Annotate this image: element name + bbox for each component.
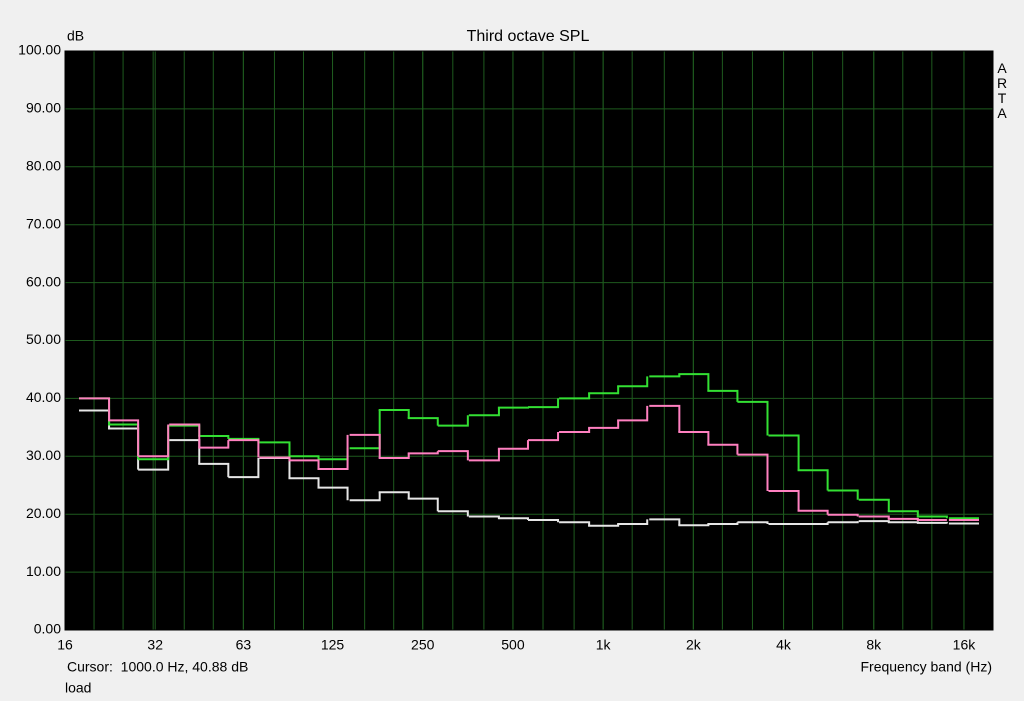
step [138, 424, 170, 458]
step [527, 518, 560, 523]
step [407, 497, 439, 512]
step [916, 515, 948, 519]
step [468, 448, 500, 462]
step [737, 453, 769, 492]
cursor-readout: Cursor: 1000.0 Hz, 40.88 dB [67, 659, 248, 675]
series [79, 373, 979, 520]
step [797, 469, 829, 491]
step [678, 430, 710, 445]
step [797, 522, 829, 526]
step [349, 492, 381, 502]
x-tick-label: 125 [321, 637, 345, 653]
step [737, 400, 769, 436]
trace-label: load [65, 680, 91, 696]
step [707, 389, 739, 402]
step [288, 477, 320, 488]
step [198, 462, 230, 478]
step [678, 373, 710, 391]
step [887, 510, 919, 517]
y-tick-label: 80.00 [26, 158, 61, 174]
series [79, 397, 979, 521]
step [228, 439, 260, 458]
step [588, 420, 620, 429]
x-tick-label: 32 [147, 637, 163, 653]
step [407, 417, 439, 426]
step [79, 397, 111, 421]
step [437, 450, 469, 461]
x-tick-label: 4k [776, 637, 792, 653]
y-tick-label: 100.00 [18, 42, 61, 58]
step [678, 524, 710, 527]
step [737, 521, 769, 525]
step [198, 440, 230, 449]
step [527, 398, 560, 409]
y-tick-label: 40.00 [26, 389, 61, 405]
step [768, 490, 800, 511]
x-tick-label: 8k [866, 637, 882, 653]
step [559, 521, 591, 526]
step [559, 393, 591, 400]
step [378, 453, 410, 460]
step [916, 521, 948, 524]
step [317, 486, 349, 501]
step [768, 434, 800, 471]
step [169, 423, 201, 448]
y-tick-label: 10.00 [26, 563, 61, 579]
step [559, 427, 591, 433]
step [349, 433, 381, 459]
step [707, 522, 739, 526]
step [617, 519, 649, 526]
x-axis-label: Frequency band (Hz) [860, 659, 992, 675]
x-tick-label: 1k [596, 637, 612, 653]
step [228, 458, 260, 479]
x-tick-label: 63 [236, 637, 252, 653]
step [617, 405, 649, 422]
step [108, 419, 140, 457]
step [887, 517, 919, 520]
x-tick-label: 500 [501, 637, 525, 653]
step [588, 386, 620, 395]
step [407, 451, 439, 455]
step [858, 498, 890, 512]
y-tick-label: 70.00 [26, 215, 61, 231]
step [707, 443, 739, 455]
step [617, 376, 649, 388]
step [437, 415, 469, 427]
watermark: ARTA [994, 60, 1010, 120]
x-tick-label: 16k [953, 637, 977, 653]
plot-border [64, 50, 994, 631]
y-tick-label: 50.00 [26, 331, 61, 347]
step [497, 406, 529, 409]
y-axis-label: dB [67, 28, 84, 44]
x-tick-label: 16 [57, 637, 73, 653]
y-tick-label: 30.00 [26, 447, 61, 463]
step [827, 521, 859, 524]
chart-title: Third octave SPL [467, 28, 590, 45]
y-tick-label: 90.00 [26, 100, 61, 116]
step [288, 459, 320, 470]
step [259, 441, 291, 457]
x-tick-label: 2k [686, 637, 702, 653]
step [198, 435, 230, 439]
y-tick-label: 0.00 [34, 621, 61, 637]
step [468, 407, 500, 417]
step [797, 509, 829, 515]
step [378, 491, 410, 499]
step [887, 521, 919, 524]
step [317, 434, 349, 471]
step [378, 408, 410, 419]
step [497, 517, 529, 520]
step [527, 431, 560, 442]
y-tick-label: 60.00 [26, 273, 61, 289]
step [649, 404, 681, 432]
step [827, 489, 859, 500]
y-tick-label: 20.00 [26, 505, 61, 521]
step [437, 510, 469, 517]
step [858, 520, 890, 523]
step [497, 440, 529, 450]
x-tick-label: 250 [411, 637, 435, 653]
step [649, 518, 681, 526]
step [827, 513, 859, 517]
